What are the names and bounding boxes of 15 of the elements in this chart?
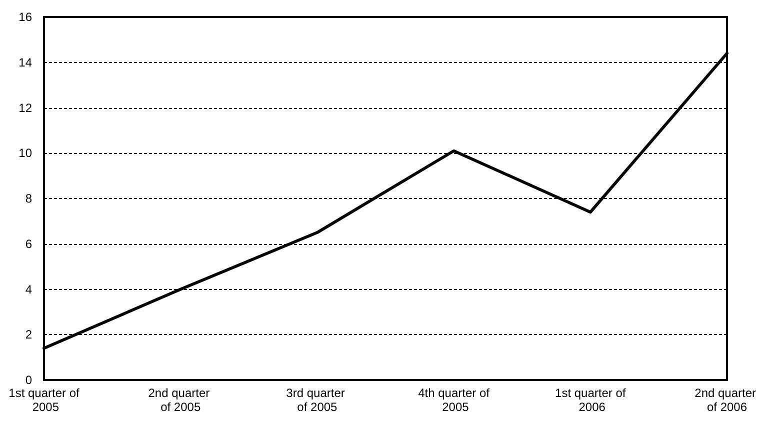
- y-tick-label: 8: [25, 192, 32, 206]
- x-tick-label: 3rd quarter of 2005: [286, 386, 348, 414]
- y-tick-label: 10: [18, 146, 32, 160]
- x-tick-label: 1st quarter of 2006: [555, 386, 626, 414]
- y-tick-label: 14: [18, 55, 32, 70]
- y-tick-label: 4: [25, 282, 32, 296]
- x-tick-label: 1st quarter of 2005: [8, 386, 80, 414]
- y-tick-label: 12: [18, 100, 32, 115]
- x-tick-label: 2nd quarter of 2005: [148, 386, 213, 414]
- x-tick-label: 4th quarter of 2005: [418, 386, 490, 414]
- x-tick-label: 2nd quarter of 2006: [694, 386, 760, 414]
- y-tick-label: 16: [18, 10, 32, 24]
- y-tick-label: 6: [25, 236, 32, 251]
- y-tick-label: 2: [25, 328, 32, 342]
- y-tick-label: 0: [25, 373, 32, 387]
